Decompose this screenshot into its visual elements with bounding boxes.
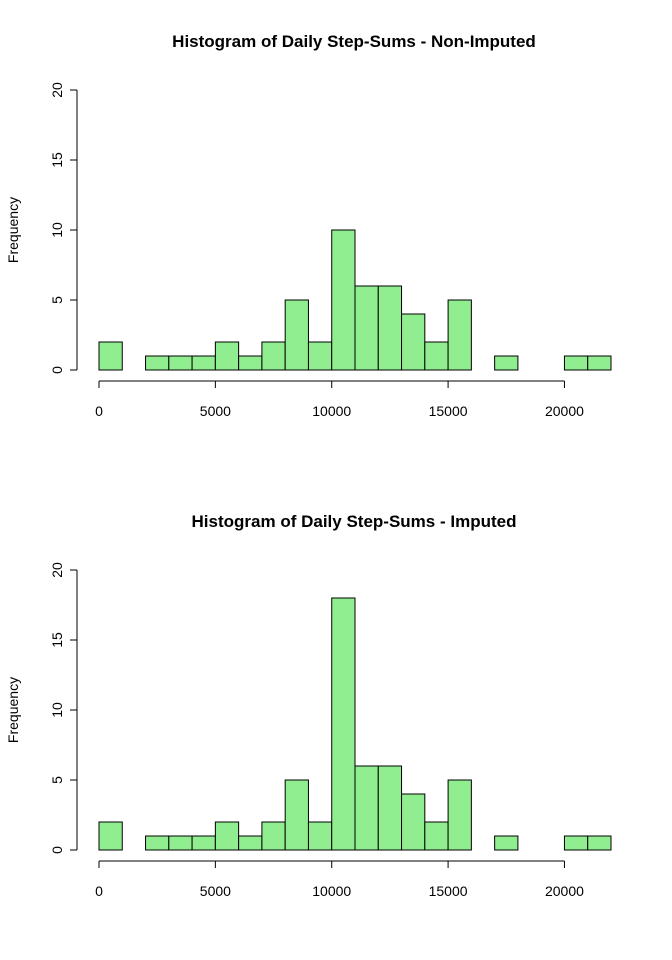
histogram-bar xyxy=(307,821,333,851)
y-tick-label: 10 xyxy=(49,702,65,718)
y-tick-label: 0 xyxy=(49,846,65,854)
y-tick-label: 15 xyxy=(49,632,65,648)
x-axis: 0 5000 10000 15000 20000 xyxy=(95,860,584,899)
histogram-bar xyxy=(261,821,286,851)
histogram-bar xyxy=(401,793,426,851)
y-tick-label: 0 xyxy=(49,366,65,374)
histogram-bar xyxy=(424,341,449,371)
histogram-bar xyxy=(494,355,519,371)
histogram-non-imputed: Histogram of Daily Step-Sums - Non-Imput… xyxy=(5,32,612,419)
bars-group xyxy=(98,597,612,851)
histogram-bar xyxy=(377,285,403,371)
histogram-bar xyxy=(145,835,170,851)
histogram-bar xyxy=(214,341,240,371)
histogram-bar xyxy=(284,779,309,851)
histogram-bar xyxy=(191,835,216,851)
chart-title: Histogram of Daily Step-Sums - Non-Imput… xyxy=(172,32,536,51)
y-axis-label: Frequency xyxy=(5,197,21,263)
histogram-bar xyxy=(447,299,472,371)
histogram-bar xyxy=(261,341,286,371)
x-tick-label: 20000 xyxy=(545,403,584,419)
histogram-bar xyxy=(191,355,216,371)
x-tick-label: 5000 xyxy=(200,883,231,899)
bars-group xyxy=(98,229,612,371)
histogram-bar xyxy=(587,835,612,851)
histogram-bar xyxy=(284,299,309,371)
histogram-bar xyxy=(214,821,240,851)
x-tick-label: 10000 xyxy=(312,883,351,899)
histogram-bar xyxy=(354,765,379,851)
histogram-bar xyxy=(168,835,193,851)
y-tick-label: 5 xyxy=(49,776,65,784)
histogram-bar xyxy=(168,355,193,371)
y-tick-label: 5 xyxy=(49,296,65,304)
histogram-bar xyxy=(563,355,589,371)
y-tick-label: 10 xyxy=(49,222,65,238)
chart-title: Histogram of Daily Step-Sums - Imputed xyxy=(192,512,517,531)
y-axis: 0 5 10 15 20 xyxy=(49,82,78,374)
histogram-bar xyxy=(401,313,426,371)
y-axis-label: Frequency xyxy=(5,677,21,743)
y-tick-label: 15 xyxy=(49,152,65,168)
histogram-bar xyxy=(307,341,333,371)
histogram-bar xyxy=(98,821,123,851)
histogram-bar xyxy=(354,285,379,371)
x-tick-label: 5000 xyxy=(200,403,231,419)
histogram-bar xyxy=(145,355,170,371)
x-tick-label: 15000 xyxy=(429,403,468,419)
histogram-bar xyxy=(377,765,403,851)
histogram-bar xyxy=(238,835,263,851)
y-tick-label: 20 xyxy=(49,562,65,578)
x-tick-label: 20000 xyxy=(545,883,584,899)
histogram-bar xyxy=(494,835,519,851)
x-tick-label: 0 xyxy=(95,403,103,419)
histogram-bar xyxy=(238,355,263,371)
histogram-bar xyxy=(563,835,589,851)
y-tick-label: 20 xyxy=(49,82,65,98)
histogram-imputed: Histogram of Daily Step-Sums - Imputed F… xyxy=(5,512,612,899)
x-tick-label: 15000 xyxy=(429,883,468,899)
histogram-bar xyxy=(331,229,356,371)
histogram-bar xyxy=(587,355,612,371)
x-axis: 0 5000 10000 15000 20000 xyxy=(95,380,584,419)
x-tick-label: 0 xyxy=(95,883,103,899)
histogram-bar xyxy=(447,779,472,851)
y-axis: 0 5 10 15 20 xyxy=(49,562,78,854)
histogram-bar xyxy=(98,341,123,371)
histogram-bar xyxy=(331,597,356,851)
histogram-bar xyxy=(424,821,449,851)
x-tick-label: 10000 xyxy=(312,403,351,419)
